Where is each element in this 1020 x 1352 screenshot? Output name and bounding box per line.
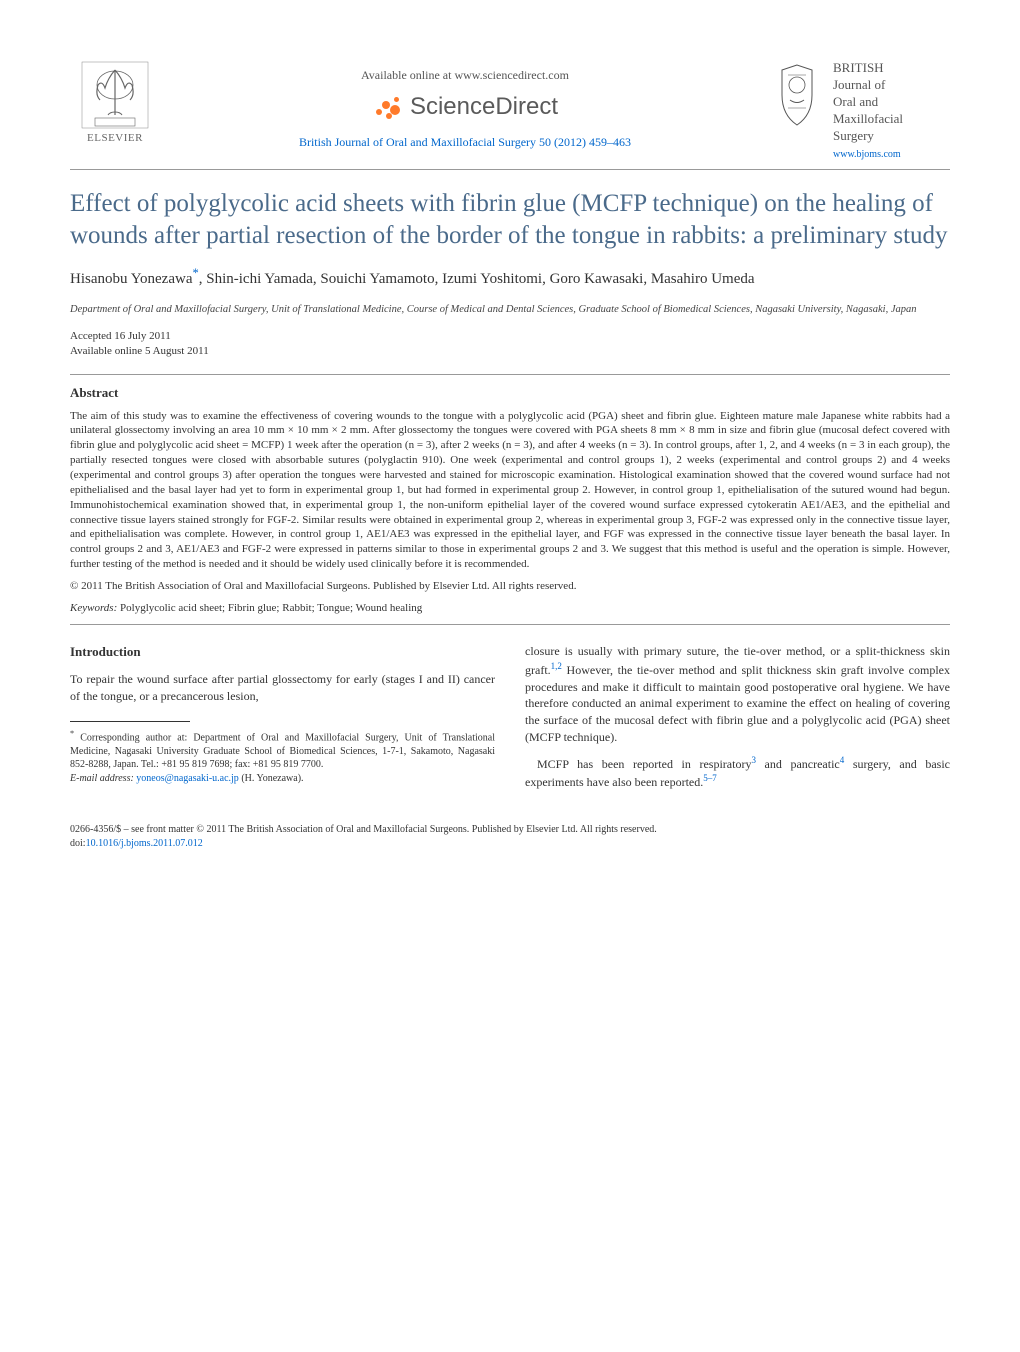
authors-line: Hisanobu Yonezawa*, Shin-ichi Yamada, So… bbox=[70, 265, 950, 289]
footer: 0266-4356/$ – see front matter © 2011 Th… bbox=[70, 823, 950, 851]
intro-right-para2: MCFP has been reported in respiratory3 a… bbox=[525, 754, 950, 792]
author-corresponding: Hisanobu Yonezawa bbox=[70, 271, 192, 287]
intro-left-para: To repair the wound surface after partia… bbox=[70, 671, 495, 705]
sciencedirect-logo: ScienceDirect bbox=[160, 91, 770, 123]
text-run: However, the tie-over method and split t… bbox=[525, 663, 950, 744]
journal-title-line: Journal of bbox=[833, 77, 903, 94]
journal-title-line: Maxillofacial bbox=[833, 111, 903, 128]
header-rule bbox=[70, 169, 950, 170]
footnote-text: Corresponding author at: Department of O… bbox=[70, 732, 495, 770]
abstract-heading: Abstract bbox=[70, 385, 950, 401]
footnote-email-label: E-mail address: bbox=[70, 773, 134, 784]
text-run: MCFP has been reported in respiratory bbox=[537, 757, 751, 771]
elsevier-logo-block: ELSEVIER bbox=[70, 60, 160, 144]
intro-right-para1: closure is usually with primary suture, … bbox=[525, 643, 950, 746]
left-column: Introduction To repair the wound surface… bbox=[70, 643, 495, 799]
corresponding-footnote: * Corresponding author at: Department of… bbox=[70, 728, 495, 785]
journal-reference[interactable]: British Journal of Oral and Maxillofacia… bbox=[160, 135, 770, 150]
journal-logo-block: BRITISH Journal of Oral and Maxillofacia… bbox=[770, 60, 950, 161]
journal-url[interactable]: www.bjoms.com bbox=[833, 148, 903, 161]
footnote-email[interactable]: yoneos@nagasaki-u.ac.jp bbox=[136, 773, 239, 784]
article-dates: Accepted 16 July 2011 Available online 5… bbox=[70, 329, 950, 360]
journal-title-line: Surgery bbox=[833, 128, 903, 145]
abstract-bottom-rule bbox=[70, 624, 950, 625]
keywords-line: Keywords: Polyglycolic acid sheet; Fibri… bbox=[70, 602, 950, 614]
footnote-email-name: (H. Yonezawa). bbox=[241, 773, 303, 784]
right-column: closure is usually with primary suture, … bbox=[525, 643, 950, 799]
journal-crest-icon bbox=[770, 60, 825, 130]
sciencedirect-text: ScienceDirect bbox=[410, 93, 558, 121]
affiliation: Department of Oral and Maxillofacial Sur… bbox=[70, 303, 950, 317]
sciencedirect-dots-icon bbox=[372, 91, 404, 123]
footer-copyright: 0266-4356/$ – see front matter © 2011 Th… bbox=[70, 823, 950, 837]
page-header: ELSEVIER Available online at www.science… bbox=[70, 60, 950, 161]
journal-title-line: Oral and bbox=[833, 94, 903, 111]
journal-title-block: BRITISH Journal of Oral and Maxillofacia… bbox=[833, 60, 903, 161]
journal-title-line: BRITISH bbox=[833, 60, 903, 77]
abstract-top-rule bbox=[70, 374, 950, 375]
available-date: Available online 5 August 2011 bbox=[70, 344, 950, 359]
citation-ref[interactable]: 1,2 bbox=[551, 661, 562, 671]
authors-rest: , Shin-ichi Yamada, Souichi Yamamoto, Iz… bbox=[199, 271, 755, 287]
accepted-date: Accepted 16 July 2011 bbox=[70, 329, 950, 344]
keywords-values: Polyglycolic acid sheet; Fibrin glue; Ra… bbox=[120, 602, 422, 614]
citation-ref[interactable]: 5–7 bbox=[703, 773, 717, 783]
body-columns: Introduction To repair the wound surface… bbox=[70, 643, 950, 799]
elsevier-tree-icon bbox=[80, 60, 150, 130]
article-title: Effect of polyglycolic acid sheets with … bbox=[70, 188, 950, 251]
center-header: Available online at www.sciencedirect.co… bbox=[160, 60, 770, 150]
abstract-body: The aim of this study was to examine the… bbox=[70, 409, 950, 572]
abstract-copyright: © 2011 The British Association of Oral a… bbox=[70, 580, 950, 592]
available-online-text: Available online at www.sciencedirect.co… bbox=[160, 68, 770, 83]
doi-link[interactable]: 10.1016/j.bjoms.2011.07.012 bbox=[86, 838, 203, 849]
text-run: and pancreatic bbox=[756, 757, 840, 771]
elsevier-label: ELSEVIER bbox=[87, 132, 143, 144]
doi-label: doi: bbox=[70, 838, 86, 849]
keywords-label: Keywords: bbox=[70, 602, 117, 614]
footnote-rule bbox=[70, 721, 190, 722]
introduction-heading: Introduction bbox=[70, 643, 495, 661]
